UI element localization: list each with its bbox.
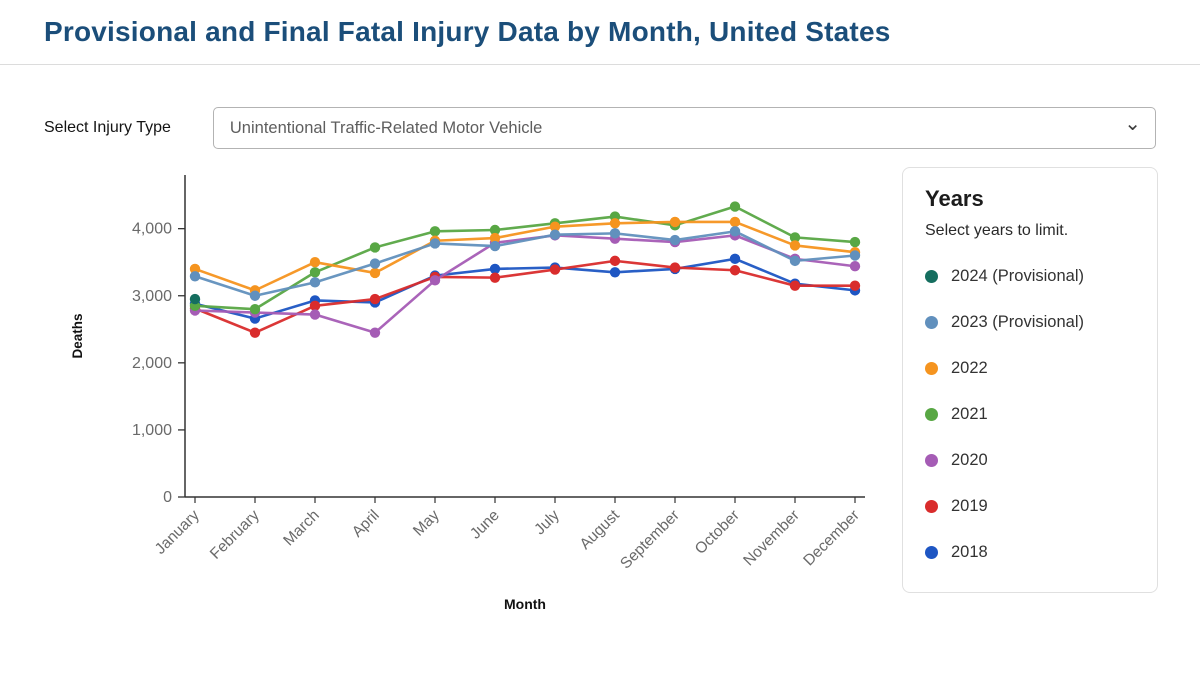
axes <box>184 175 865 498</box>
years-subtitle: Select years to limit. <box>925 222 1069 239</box>
year-label: 2022 <box>951 359 988 377</box>
year-item-2020[interactable]: 2020 <box>925 451 1135 470</box>
chevron-down-icon: ⌄ <box>1124 113 1141 135</box>
year-label: 2018 <box>951 543 988 561</box>
y-axis: 0 1,000 2,000 3,000 4,000 <box>132 221 185 506</box>
year-item-2018[interactable]: 2018 <box>925 543 1135 562</box>
year-label: 2024 (Provisional) <box>951 267 1084 285</box>
year-item-2022[interactable]: 2022 <box>925 359 1135 378</box>
year-item-2021[interactable]: 2021 <box>925 405 1135 424</box>
year-label: 2021 <box>951 405 988 423</box>
year-item-2019[interactable]: 2019 <box>925 497 1135 516</box>
page-header: Provisional and Final Fatal Injury Data … <box>0 0 1200 64</box>
svg-text:February: February <box>207 507 263 563</box>
year-label: 2019 <box>951 497 988 515</box>
main-content: 0 1,000 2,000 3,000 4,000 January February Marc… <box>0 149 1200 650</box>
year-label: 2023 (Provisional) <box>951 313 1084 331</box>
svg-text:May: May <box>410 507 443 540</box>
svg-text:October: October <box>692 507 743 558</box>
year-label: 2020 <box>951 451 988 469</box>
years-title: Years <box>925 186 984 211</box>
svg-text:0: 0 <box>163 489 172 506</box>
svg-text:April: April <box>349 507 383 541</box>
injury-type-selected-value: Unintentional Traffic-Related Motor Vehi… <box>229 118 543 137</box>
svg-text:4,000: 4,000 <box>132 221 172 238</box>
year-color-dot <box>925 454 938 467</box>
year-item-2023[interactable]: 2023 (Provisional) <box>925 313 1135 332</box>
years-list: 2024 (Provisional) 2023 (Provisional) 2022… <box>925 267 1135 562</box>
line-chart: 0 1,000 2,000 3,000 4,000 January February Marc… <box>20 167 902 650</box>
year-color-dot <box>925 408 938 421</box>
year-color-dot <box>925 500 938 513</box>
svg-text:1,000: 1,000 <box>132 422 172 439</box>
svg-text:August: August <box>577 506 624 553</box>
year-color-dot <box>925 270 938 283</box>
svg-text:3,000: 3,000 <box>132 288 172 305</box>
svg-text:January: January <box>152 507 203 558</box>
y-axis-label: Deaths <box>70 313 85 358</box>
header-divider <box>0 64 1200 65</box>
svg-text:November: November <box>740 507 803 570</box>
series-2023 <box>189 226 861 301</box>
injury-type-label: Select Injury Type <box>44 119 171 136</box>
svg-text:June: June <box>467 507 503 543</box>
year-color-dot <box>925 546 938 559</box>
year-item-2024[interactable]: 2024 (Provisional) <box>925 267 1135 286</box>
series-2024 <box>189 293 201 305</box>
series-2020 <box>189 230 861 338</box>
series-2021 <box>189 201 861 315</box>
deaths-by-month-chart: 0 1,000 2,000 3,000 4,000 January February Marc… <box>70 175 865 612</box>
svg-text:December: December <box>800 507 863 570</box>
svg-text:July: July <box>531 507 563 539</box>
series-2022 <box>189 216 861 296</box>
year-color-dot <box>925 316 938 329</box>
year-color-dot <box>925 362 938 375</box>
years-panel: Years Select years to limit. 2024 (Provi… <box>902 167 1158 593</box>
svg-text:September: September <box>617 507 683 573</box>
injury-type-select[interactable]: Unintentional Traffic-Related Motor Vehi… <box>212 107 1156 149</box>
injury-type-controls: Select Injury Type Unintentional Traffic… <box>0 65 1200 149</box>
page-title: Provisional and Final Fatal Injury Data … <box>44 16 891 47</box>
svg-text:March: March <box>280 507 322 549</box>
svg-text:2,000: 2,000 <box>132 355 172 372</box>
x-axis-label: Month <box>504 596 546 612</box>
x-axis: January February March April May June July Augu… <box>152 497 863 572</box>
series-2019 <box>189 255 861 338</box>
